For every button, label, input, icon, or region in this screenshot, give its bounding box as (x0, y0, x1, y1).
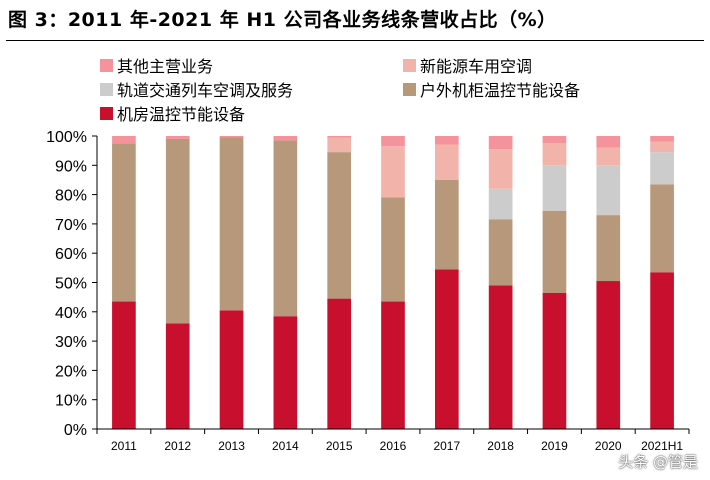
bar-segment (381, 301, 405, 429)
title-divider (6, 40, 704, 41)
x-tick-label: 2021H1 (641, 439, 683, 453)
bar-segment (542, 136, 567, 144)
bar-segment (596, 147, 621, 166)
bar-segment (650, 272, 674, 429)
bar-segment (327, 137, 352, 153)
bar-segment (596, 136, 621, 148)
bars (112, 136, 674, 429)
y-tick-label: 40% (55, 305, 87, 322)
legend-label: 新能源车用空调 (420, 57, 532, 76)
legend-swatch (100, 83, 113, 96)
x-tick-label: 2018 (487, 439, 514, 453)
x-tick-label: 2011 (111, 439, 137, 453)
bar-segment (488, 219, 513, 286)
legend-label: 机房温控节能设备 (117, 105, 245, 124)
bar-segment (488, 285, 513, 429)
bar-segment (488, 188, 513, 220)
legend-label: 户外机柜温控节能设备 (420, 81, 580, 100)
bar-segment (542, 143, 567, 166)
y-tick-label: 0% (64, 422, 87, 439)
y-tick-label: 90% (55, 158, 87, 175)
bar-segment (434, 144, 459, 180)
bar-segment (327, 152, 352, 299)
bar-segment (327, 298, 352, 429)
bar-segment (381, 197, 405, 302)
legend-label: 轨道交通列车空调及服务 (117, 81, 293, 100)
y-tick-label: 20% (55, 363, 87, 380)
x-tick-label: 2016 (380, 439, 407, 453)
bar-segment (542, 292, 567, 429)
bar-segment (112, 136, 136, 144)
chart-title: 图 3：2011 年-2021 年 H1 公司各业务线条营收占比（%） (8, 9, 557, 31)
bar-segment (596, 215, 621, 282)
bar-segment (596, 165, 621, 216)
bar-segment (219, 136, 244, 138)
bar-segment (434, 136, 459, 145)
bar-segment (112, 143, 136, 302)
bar-segment (327, 136, 352, 138)
y-axis-ticks: 0% 10% 20% 30% 40% 50% 60% 70% 80% 90% 100% (46, 129, 97, 439)
bar-segment (381, 136, 405, 147)
bar-segment (165, 138, 190, 324)
bar-segment (112, 301, 136, 429)
y-tick-label: 70% (55, 217, 87, 234)
bar-segment (488, 149, 513, 189)
bar-segment (165, 136, 190, 139)
bar-segment (273, 136, 298, 141)
x-tick-label: 2019 (541, 439, 568, 453)
bar-segment (596, 281, 621, 429)
bar-segment (542, 210, 567, 293)
bar-segment (273, 140, 298, 317)
y-tick-label: 30% (55, 334, 87, 351)
bar-segment (488, 136, 513, 150)
bar-segment (273, 316, 298, 429)
y-tick-label: 60% (55, 246, 87, 263)
x-tick-label: 2014 (272, 439, 299, 453)
y-tick-label: 10% (55, 393, 87, 410)
bar-segment (219, 310, 244, 429)
bar-segment (434, 179, 459, 270)
x-axis-ticks: 2011 2012 2013 2014 2015 2016 2017 2018 2019 2020… (96, 429, 690, 453)
bar-segment (650, 136, 674, 142)
bar-segment (165, 323, 190, 429)
bar-segment (650, 152, 674, 185)
legend-swatch (403, 83, 416, 96)
x-tick-label: 2020 (595, 439, 622, 453)
legend-swatch (100, 59, 113, 72)
bar-segment (650, 141, 674, 153)
legend-swatch (100, 107, 113, 120)
legend-label: 其他主营业务 (117, 57, 213, 76)
bar-segment (381, 146, 405, 198)
bar-segment (542, 165, 567, 211)
bar-segment (219, 137, 244, 311)
x-tick-label: 2013 (218, 439, 245, 453)
bar-segment (650, 184, 674, 273)
y-tick-label: 50% (55, 276, 87, 293)
y-tick-label: 80% (55, 188, 87, 205)
y-tick-label: 100% (46, 129, 87, 146)
legend-swatch (403, 59, 416, 72)
x-tick-label: 2012 (164, 439, 191, 453)
x-tick-label: 2015 (326, 439, 353, 453)
x-tick-label: 2017 (433, 439, 460, 453)
bar-segment (434, 269, 459, 429)
watermark: 头条 @管是 (618, 453, 698, 471)
